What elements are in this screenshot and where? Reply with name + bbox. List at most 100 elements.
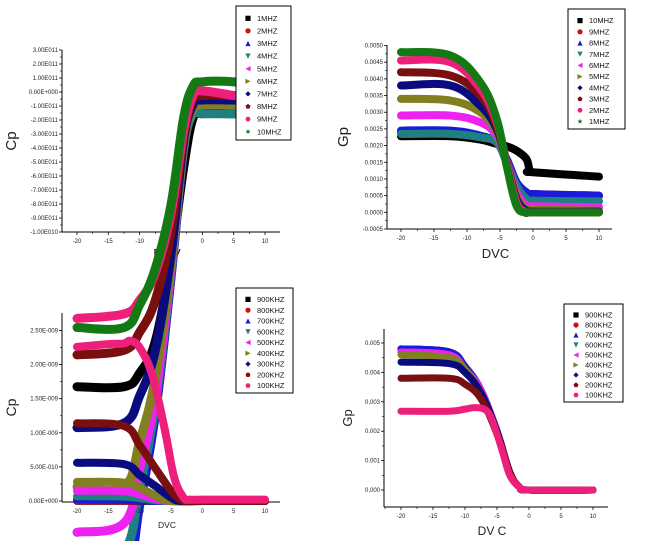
legend-marker-hexagon-icon xyxy=(577,107,583,113)
x-tick-label: 0 xyxy=(201,239,205,245)
y-tick-label: 0.005 xyxy=(365,341,381,347)
y-tick-label: 1.50E-009 xyxy=(30,397,58,403)
legend-entry: 7MHZ xyxy=(257,90,278,99)
x-tick-label: 10 xyxy=(262,509,269,515)
x-tick-label: -20 xyxy=(397,514,406,520)
chart-gp-khz: -20 -15 -10 -5 0 5 10 0.005 0.004 0.003 0.002 0.001… xyxy=(340,303,624,538)
legend-entry: 6MHZ xyxy=(257,77,278,86)
legend-entry: 3MHZ xyxy=(257,39,278,48)
x-tick-label: -10 xyxy=(135,239,144,245)
legend-entry: 10MHZ xyxy=(257,127,282,136)
legend-marker-pentagon-icon xyxy=(573,382,579,388)
legend-marker-square-icon xyxy=(245,296,251,302)
y-tick-label: -7.00E011 xyxy=(31,188,59,194)
x-tick-label: 5 xyxy=(564,236,568,242)
x-tick-label: -20 xyxy=(73,509,82,515)
series-group xyxy=(73,336,269,506)
legend-entry: 400KHZ xyxy=(585,361,613,370)
x-axis-label: DVC xyxy=(482,246,509,261)
legend-marker-diamond-icon xyxy=(245,91,251,97)
legend-entry: 700KHZ xyxy=(257,317,285,326)
x-tick-label: 0 xyxy=(531,236,535,242)
legend: 1MHZ 2MHZ 3MHZ 4MHZ 5MHZ 6MHZ 7MHZ 8MHZ 9MHZ 10MH… xyxy=(235,5,292,141)
legend-entry: 7MHZ xyxy=(589,50,610,59)
legend-marker-pentagon-icon xyxy=(245,103,251,109)
y-tick-label: 0.0000 xyxy=(365,210,384,216)
legend-marker-triangle-down-icon xyxy=(245,53,251,59)
x-tick-label: -15 xyxy=(429,514,438,520)
axes: -20 -15 -10 -5 0 5 10 0.005 0.004 0.003 0.002 0.001… xyxy=(365,329,608,520)
y-tick-label: 0.0035 xyxy=(365,94,384,100)
y-tick-label: 0.001 xyxy=(365,459,381,465)
legend-entry: 5MHZ xyxy=(589,72,610,81)
legend-entry: 800KHZ xyxy=(257,306,285,315)
y-tick-label: -1.00E010 xyxy=(30,230,58,236)
legend-entry: 8MHZ xyxy=(589,39,610,48)
y-tick-label: 5.00E-010 xyxy=(30,465,58,471)
x-tick-label: 10 xyxy=(596,236,603,242)
x-tick-label: 5 xyxy=(232,239,236,245)
x-tick-label: -20 xyxy=(73,239,82,245)
legend-marker-triangle-right-icon xyxy=(245,350,251,356)
x-tick-label: -15 xyxy=(430,236,439,242)
legend-entry: 10MHZ xyxy=(589,16,614,25)
y-tick-label: -4.00E011 xyxy=(31,146,59,152)
legend-entry: 1MHZ xyxy=(589,117,610,126)
legend-marker-square-icon xyxy=(577,18,583,24)
x-tick-label: -5 xyxy=(168,509,174,515)
legend-marker-pentagon-icon xyxy=(245,372,251,377)
legend: 900KHZ800KHZ700KHZ600KHZ500KHZ400KHZ300K… xyxy=(563,303,624,403)
y-tick-label: -1.00E011 xyxy=(31,104,59,110)
y-tick-label: 0.00E+000 xyxy=(29,90,59,96)
y-tick-label: -9.00E011 xyxy=(31,216,59,222)
y-tick-label: -3.00E011 xyxy=(31,132,59,138)
series-group xyxy=(397,345,597,494)
legend-marker-triangle-up-icon xyxy=(245,318,251,324)
y-tick-label: 0.00E+000 xyxy=(29,499,59,505)
legend-entry: 2MHZ xyxy=(589,106,610,115)
x-tick-label: 0 xyxy=(201,509,205,515)
y-tick-label: 2.50E-009 xyxy=(30,329,58,335)
y-tick-label: 0.0015 xyxy=(365,160,384,166)
y-tick-label: -6.00E011 xyxy=(31,174,59,180)
series-line-10mhz xyxy=(72,76,270,334)
legend-entry: 800KHZ xyxy=(585,321,613,330)
legend-entry: 8MHZ xyxy=(257,102,278,111)
legend-entry: 6MHZ xyxy=(589,61,610,70)
y-tick-label: 0.0005 xyxy=(365,194,384,200)
legend-marker-square-icon xyxy=(245,15,251,21)
chart-cp-khz: -20 -15 -10 -5 0 5 10 2.50E-009 2.00E-009 1.50E-0… xyxy=(3,287,294,530)
legend-entry: 500KHZ xyxy=(257,338,285,347)
y-tick-label: 0.0045 xyxy=(365,60,384,66)
legend-entry: 300KHZ xyxy=(257,360,285,369)
series-line-1mhz xyxy=(397,48,603,217)
y-tick-label: 0.0010 xyxy=(365,177,384,183)
legend-box xyxy=(563,303,624,403)
series-line-100khz xyxy=(397,404,597,494)
legend-marker-triangle-down-icon xyxy=(577,51,583,57)
legend-marker-triangle-up-icon xyxy=(573,332,579,338)
legend-entry: 3MHZ xyxy=(589,95,610,104)
legend-entry: 9MHZ xyxy=(257,115,278,124)
legend-marker-diamond-icon xyxy=(577,85,583,91)
legend-entry: 4MHZ xyxy=(589,83,610,92)
legend-marker-circle-icon xyxy=(245,28,251,34)
legend-marker-hexagon-icon xyxy=(573,392,579,398)
series-group xyxy=(397,48,603,218)
x-axis-label: DV C xyxy=(478,524,507,538)
y-tick-label: -8.00E011 xyxy=(31,202,59,208)
x-tick-label: 10 xyxy=(590,514,597,520)
y-axis-label: Gp xyxy=(335,127,352,147)
legend-marker-hexagon-icon xyxy=(245,116,251,122)
series-line-100khz xyxy=(73,336,269,504)
legend-marker-circle-icon xyxy=(573,322,579,328)
y-tick-label: 2.00E011 xyxy=(33,62,59,68)
legend-entry: 2MHZ xyxy=(257,27,278,36)
legend-entry: 900KHZ xyxy=(257,295,285,304)
legend-entry: 200KHZ xyxy=(257,370,285,379)
y-tick-label: -5.00E011 xyxy=(31,160,59,166)
legend-marker-triangle-right-icon xyxy=(577,74,583,80)
y-tick-label: 3.00E011 xyxy=(33,48,59,54)
legend-marker-triangle-left-icon xyxy=(245,66,251,72)
y-tick-label: 0.003 xyxy=(365,400,381,406)
